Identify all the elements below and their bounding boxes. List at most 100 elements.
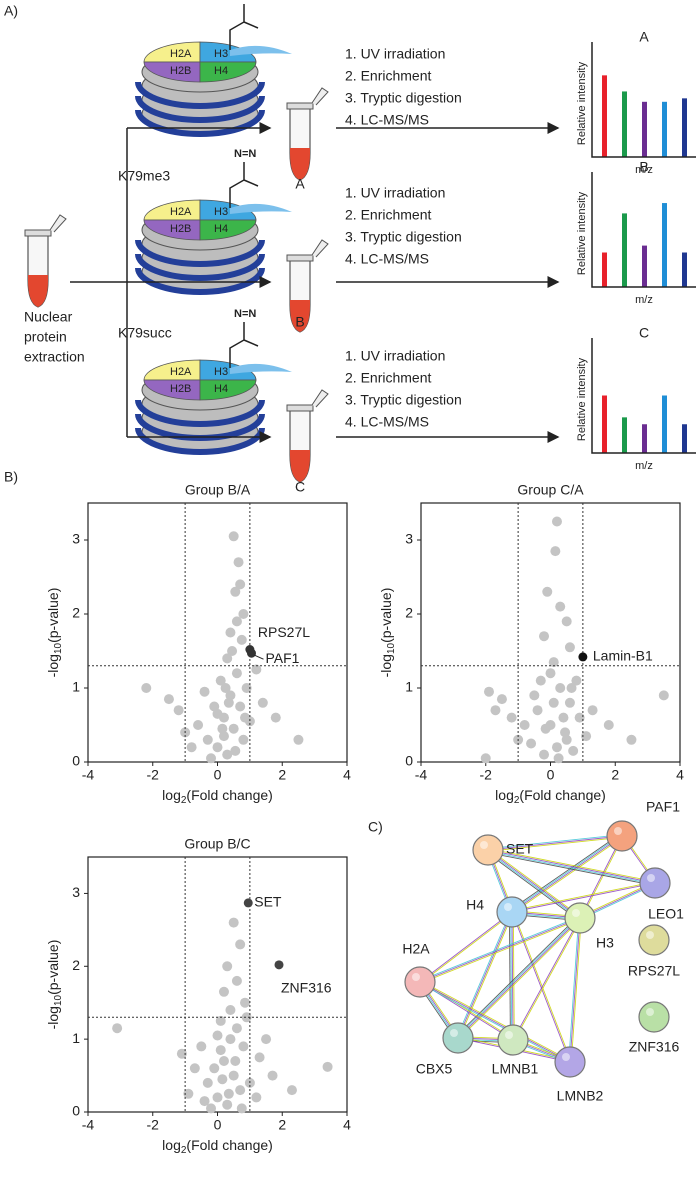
data-point (526, 738, 537, 749)
tube-lid (49, 214, 67, 233)
tube-label: C (295, 479, 305, 495)
data-point (626, 734, 637, 745)
data-point (233, 557, 244, 568)
network-edge (456, 916, 580, 1038)
network-edge (488, 836, 623, 852)
data-point (553, 753, 564, 764)
data-point (230, 586, 241, 597)
data-point (535, 675, 546, 686)
histone (199, 219, 257, 241)
data-point (202, 1077, 213, 1088)
data-point (231, 616, 242, 627)
node-highlight (646, 931, 654, 939)
data-point (235, 939, 246, 950)
x-tick-label: 4 (676, 767, 684, 783)
data-point (555, 683, 566, 693)
data-point (183, 1088, 194, 1099)
node-label: RPS27L (628, 963, 680, 979)
bar (642, 101, 647, 157)
data-point (558, 712, 569, 723)
data-point (218, 986, 229, 997)
network-edge (487, 850, 655, 885)
x-tick-label: 4 (343, 1117, 351, 1133)
highlight-label: PAF1 (265, 650, 299, 666)
data-point (566, 683, 577, 693)
histone-label: H2B (170, 65, 191, 77)
histone-label: H2A (170, 206, 192, 218)
network-edge (419, 917, 581, 983)
x-tick-label: -4 (415, 767, 428, 783)
diazirine: N=N (234, 308, 256, 320)
network-node (564, 902, 596, 934)
x-axis-label-part: log (162, 1137, 181, 1153)
network-edge (488, 848, 582, 918)
node-highlight (562, 1053, 570, 1061)
highlight-point (246, 648, 256, 658)
data-point (542, 586, 553, 597)
data-point (235, 579, 246, 590)
dna-ring (135, 95, 265, 123)
diazirine: N=N (234, 0, 256, 2)
network-edge (508, 912, 511, 1041)
histone (143, 41, 201, 63)
dna-ring (135, 253, 265, 281)
x-tick-label: -2 (147, 1117, 160, 1133)
bar (602, 395, 607, 453)
data-point (215, 1015, 226, 1026)
network-edge (419, 916, 580, 982)
bar (642, 245, 647, 287)
highlight-point (578, 652, 588, 662)
axes (591, 172, 696, 288)
x-axis-label-part: (Fold change) (519, 787, 605, 803)
data-point (571, 675, 582, 686)
data-point (581, 731, 592, 742)
network-node (606, 820, 638, 852)
tube-lid (311, 389, 329, 408)
x-tick-label: 0 (214, 767, 222, 783)
chart-title: A (639, 29, 649, 45)
data-point (228, 1070, 239, 1081)
node-label: H2A (402, 941, 430, 957)
panel-label: A) (4, 3, 18, 19)
network-node (638, 1001, 670, 1033)
y-axis-label-part: (p-value) (45, 940, 61, 995)
network-edge (512, 836, 623, 914)
x-axis-label-part: (Fold change) (186, 1137, 272, 1153)
chart-title: Group B/A (185, 482, 251, 498)
highlight-label: Lamin-B1 (593, 648, 653, 664)
histone (199, 379, 257, 401)
histone (143, 61, 201, 83)
panel-label: C) (368, 819, 383, 835)
dna-ring (135, 109, 265, 137)
data-point (212, 1092, 223, 1103)
data-point (251, 1092, 262, 1103)
data-point (236, 1103, 247, 1114)
histone-label: H2B (170, 223, 191, 235)
data-point (199, 686, 210, 697)
data-point (193, 720, 204, 730)
network-node (472, 834, 504, 866)
y-axis-label-sub: 10 (53, 642, 64, 654)
y-axis-label: Relative intensity (576, 61, 588, 145)
y-axis-label-part: -log (45, 1006, 61, 1029)
data-point (231, 1023, 242, 1034)
data-point (506, 712, 517, 723)
data-point (267, 1070, 278, 1081)
tube-lid (311, 239, 329, 258)
crosslinker (229, 162, 259, 208)
network-node (496, 896, 528, 928)
chart-title: Group C/A (517, 482, 584, 498)
data-point (235, 701, 246, 712)
data-point (163, 694, 174, 705)
bar (682, 424, 687, 453)
x-axis-label-sub: 2 (181, 1145, 187, 1156)
node-highlight (504, 903, 512, 911)
tube-label: A (295, 176, 305, 192)
node-highlight (505, 1031, 513, 1039)
node-label: LMNB2 (557, 1088, 604, 1104)
y-tick-label: 0 (72, 753, 80, 769)
axes (591, 338, 696, 454)
x-axis-label: m/z (635, 460, 653, 472)
highlight-point (274, 960, 284, 970)
data-point (231, 668, 242, 679)
